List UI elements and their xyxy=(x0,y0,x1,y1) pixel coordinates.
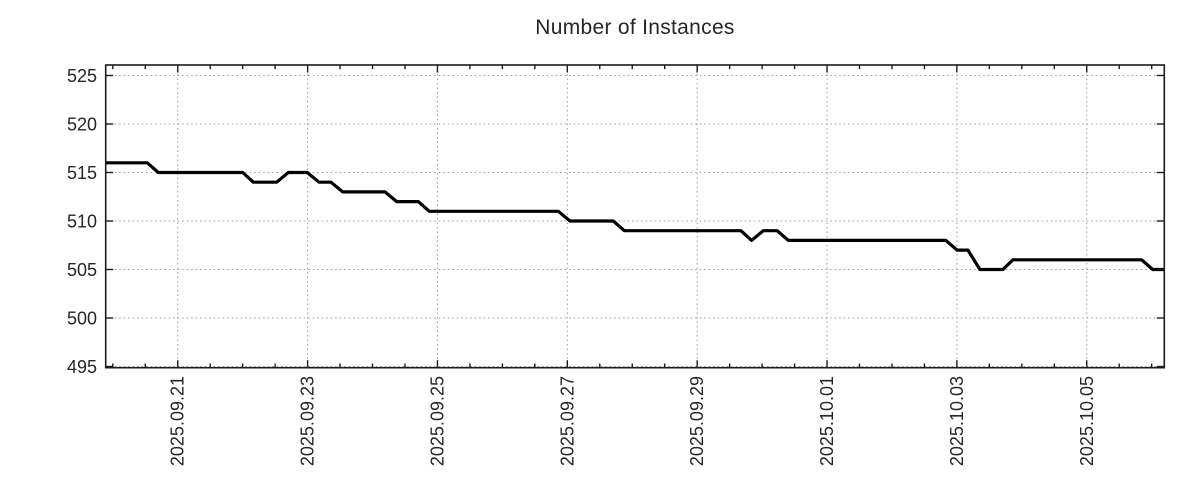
x-tick-label: 2025.09.21 xyxy=(168,376,188,466)
y-axis-labels: 495 500 505 510 515 520 525 xyxy=(67,66,97,377)
y-tick-label: 500 xyxy=(67,309,97,329)
y-tick-label: 515 xyxy=(67,163,97,183)
chart-title: Number of Instances xyxy=(535,16,735,39)
data-line-instances xyxy=(106,161,1165,272)
grid-lines xyxy=(105,65,1165,368)
y-tick-label: 525 xyxy=(67,66,97,86)
x-axis-labels: 2025.09.21 2025.09.23 2025.09.25 2025.09.27… xyxy=(168,376,1097,466)
axis-ticks xyxy=(105,65,1165,368)
x-tick-label: 2025.09.23 xyxy=(298,376,318,466)
y-tick-label: 495 xyxy=(67,357,97,377)
x-tick-label: 2025.10.01 xyxy=(817,376,837,466)
y-tick-label: 505 xyxy=(67,260,97,280)
x-tick-label: 2025.10.05 xyxy=(1077,376,1097,466)
x-tick-label: 2025.10.03 xyxy=(947,376,967,466)
plot-border xyxy=(104,64,1166,369)
x-tick-label: 2025.09.29 xyxy=(687,376,707,466)
y-tick-label: 510 xyxy=(67,212,97,232)
x-tick-label: 2025.09.25 xyxy=(427,376,447,466)
x-tick-label: 2025.09.27 xyxy=(557,376,577,466)
y-tick-label: 520 xyxy=(67,115,97,135)
